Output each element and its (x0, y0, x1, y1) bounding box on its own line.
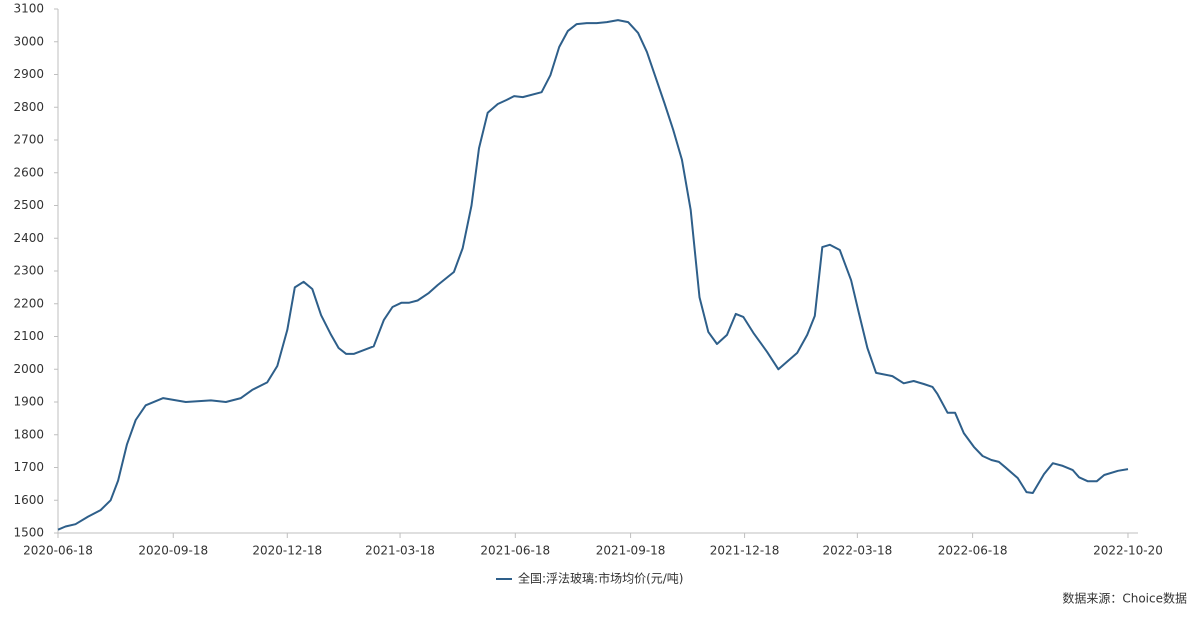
source-note: 数据来源：Choice数据 (1062, 591, 1187, 606)
data-line (57, 19, 1129, 531)
y-tick-label: 1700 (13, 460, 44, 474)
y-tick-label: 3000 (13, 34, 44, 48)
y-tick-label: 2300 (13, 264, 44, 278)
y-tick-label: 2500 (13, 198, 44, 212)
y-tick-label: 2400 (13, 231, 44, 245)
y-tick-label: 1500 (13, 526, 44, 540)
y-tick-label: 1600 (13, 493, 44, 507)
x-tick-label: 2021-03-18 (365, 544, 435, 558)
y-tick-label: 1900 (13, 395, 44, 409)
y-tick-label: 2600 (13, 165, 44, 179)
x-tick-label: 2020-09-18 (138, 544, 208, 558)
x-tick-label: 2022-03-18 (822, 544, 892, 558)
x-tick-label: 2021-12-18 (710, 544, 780, 558)
x-tick-label: 2022-10-20 (1093, 544, 1163, 558)
legend-label: 全国:浮法玻璃:市场均价(元/吨) (518, 571, 684, 586)
x-tick-label: 2021-06-18 (480, 544, 550, 558)
y-tick-label: 2800 (13, 100, 44, 114)
y-tick-label: 2000 (13, 362, 44, 376)
x-tick-label: 2022-06-18 (938, 544, 1008, 558)
x-tick-label: 2020-06-18 (23, 544, 93, 558)
y-tick-label: 1800 (13, 427, 44, 441)
y-tick-label: 2900 (13, 67, 44, 81)
y-tick-label: 3100 (13, 2, 44, 16)
x-tick-label: 2021-09-18 (596, 544, 666, 558)
y-tick-label: 2200 (13, 296, 44, 310)
y-tick-label: 2100 (13, 329, 44, 343)
y-tick-label: 2700 (13, 133, 44, 147)
x-tick-label: 2020-12-18 (252, 544, 322, 558)
